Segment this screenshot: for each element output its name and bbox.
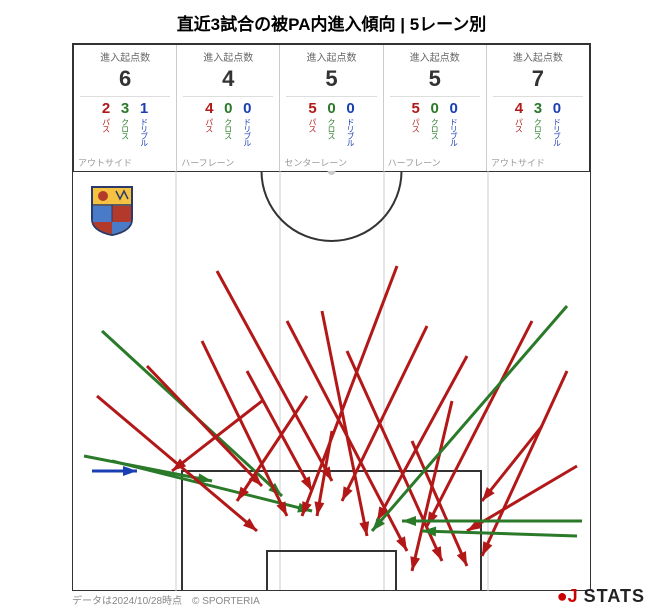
lane-name-1: ハーフレーン xyxy=(176,152,279,171)
arrow-11 xyxy=(322,311,367,536)
logo-dot: ● xyxy=(557,586,568,606)
stat-breakdown: 4パス 3クロス 0ドリブル xyxy=(493,96,583,146)
bd-cross: 0クロス xyxy=(429,101,440,146)
lane-name-4: アウトサイド xyxy=(486,152,589,171)
footer: データは2024/10/28時点 © SPORTERIA ●J STATS xyxy=(0,586,663,607)
footer-text: データは2024/10/28時点 © SPORTERIA xyxy=(72,592,260,607)
bd-cross: 3クロス xyxy=(532,101,543,146)
stat-breakdown: 5パス 0クロス 0ドリブル xyxy=(286,96,376,146)
bd-pass: 5パス xyxy=(307,101,318,146)
stat-total: 5 xyxy=(280,66,382,92)
bd-cross: 3クロス xyxy=(120,101,131,146)
arrow-21 xyxy=(482,371,567,556)
lane-stat-3: 進入起点数 5 5パス 0クロス 0ドリブル xyxy=(383,45,486,152)
stat-total: 7 xyxy=(487,66,589,92)
lane-name-0: アウトサイド xyxy=(74,152,176,171)
pitch-area xyxy=(72,171,591,591)
stat-breakdown: 5パス 0クロス 0ドリブル xyxy=(390,96,480,146)
stat-total: 6 xyxy=(74,66,176,92)
stat-breakdown: 2パス 3クロス 1ドリブル xyxy=(80,96,170,146)
pitch-svg xyxy=(72,171,591,591)
bd-cross: 0クロス xyxy=(223,101,234,146)
stat-label: 進入起点数 xyxy=(487,49,589,64)
lane-name-2: センターレーン xyxy=(279,152,382,171)
stat-label: 進入起点数 xyxy=(177,49,279,64)
stat-label: 進入起点数 xyxy=(280,49,382,64)
lane-stat-0: 進入起点数 6 2パス 3クロス 1ドリブル xyxy=(72,45,176,152)
chart-container: 直近3試合の被PA内進入傾向 | 5レーン別 進入起点数 6 2パス 3クロス … xyxy=(0,0,663,611)
bd-dribble: 0ドリブル xyxy=(551,101,562,146)
logo-j: J xyxy=(568,586,578,606)
stat-label: 進入起点数 xyxy=(384,49,486,64)
bd-pass: 2パス xyxy=(101,101,112,146)
lane-stat-2: 進入起点数 5 5パス 0クロス 0ドリブル xyxy=(279,45,382,152)
arrow-20 xyxy=(427,321,532,526)
lane-stat-4: 進入起点数 7 4パス 3クロス 0ドリブル xyxy=(486,45,591,152)
arrow-26 xyxy=(422,531,577,536)
stat-total: 5 xyxy=(384,66,486,92)
bd-pass: 5パス xyxy=(410,101,421,146)
chart-title: 直近3試合の被PA内進入傾向 | 5レーン別 xyxy=(0,0,663,43)
team-badge xyxy=(90,185,134,237)
bd-dribble: 0ドリブル xyxy=(345,101,356,146)
bd-cross: 0クロス xyxy=(326,101,337,146)
stat-breakdown: 4パス 0クロス 0ドリブル xyxy=(183,96,273,146)
jstats-logo: ●J STATS xyxy=(557,586,645,607)
stats-row: 進入起点数 6 2パス 3クロス 1ドリブル 進入起点数 4 4パス 0クロス … xyxy=(72,43,591,152)
arrow-15 xyxy=(302,266,397,516)
stat-total: 4 xyxy=(177,66,279,92)
bd-pass: 4パス xyxy=(204,101,215,146)
lane-name-3: ハーフレーン xyxy=(383,152,486,171)
bd-dribble: 0ドリブル xyxy=(448,101,459,146)
logo-stats: STATS xyxy=(578,586,645,606)
bd-pass: 4パス xyxy=(513,101,524,146)
lane-stat-1: 進入起点数 4 4パス 0クロス 0ドリブル xyxy=(176,45,279,152)
lane-names-row: アウトサイドハーフレーンセンターレーンハーフレーンアウトサイド xyxy=(72,152,591,171)
arrow-24 xyxy=(372,306,567,531)
stat-label: 進入起点数 xyxy=(74,49,176,64)
bd-dribble: 1ドリブル xyxy=(139,101,150,146)
bd-dribble: 0ドリブル xyxy=(242,101,253,146)
